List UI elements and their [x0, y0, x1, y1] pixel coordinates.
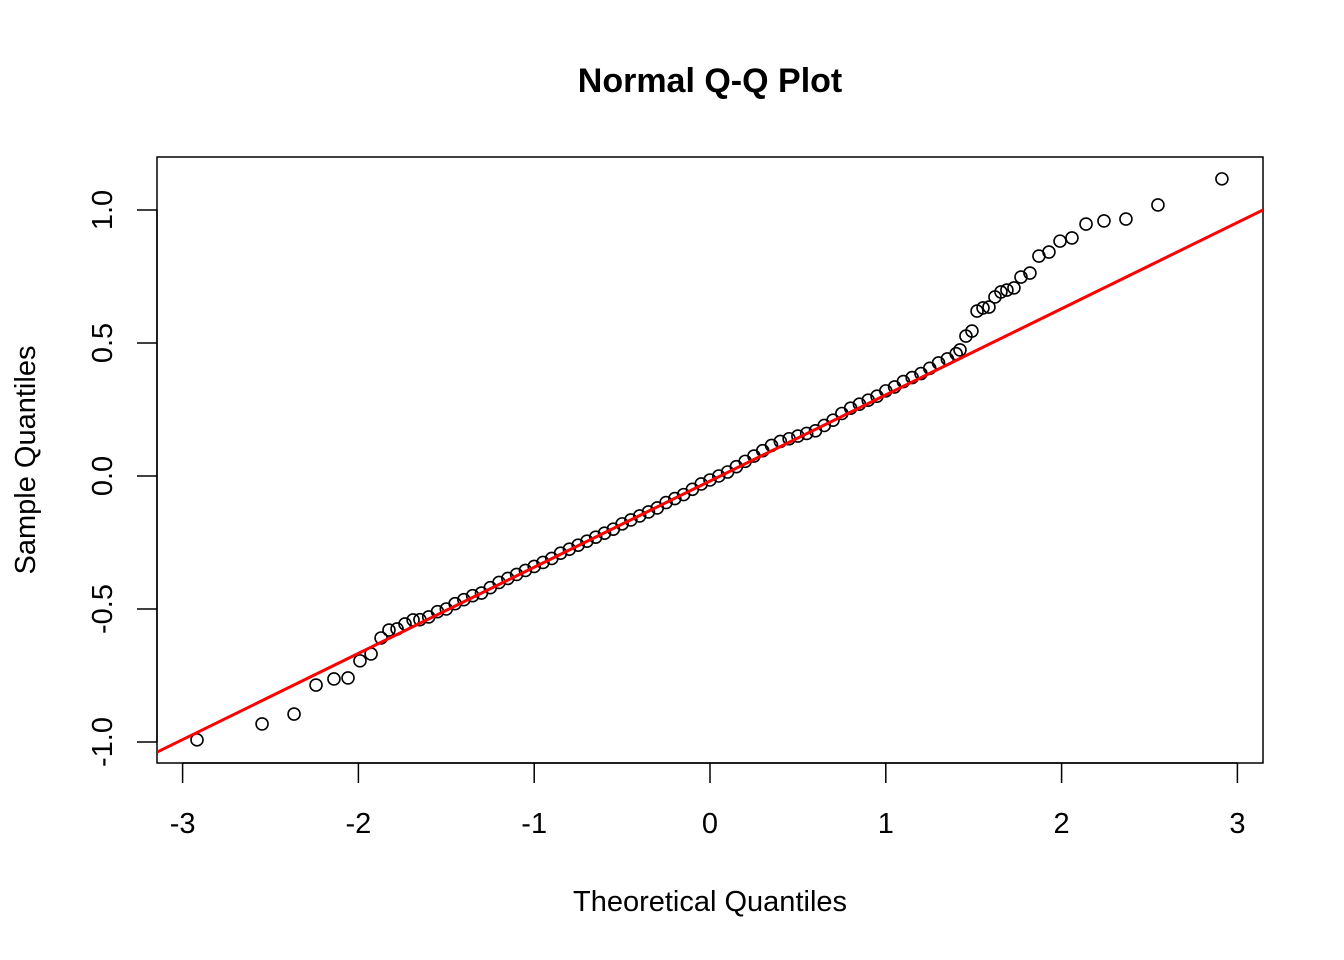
- data-point: [976, 301, 990, 315]
- data-point: [668, 491, 682, 506]
- data-point: [1215, 172, 1229, 186]
- data-point: [1119, 212, 1133, 226]
- data-point: [1079, 217, 1093, 231]
- data-point: [255, 717, 269, 731]
- data-point: [588, 530, 603, 544]
- data-points: [190, 172, 1229, 747]
- data-point: [518, 563, 533, 578]
- y-axis: -1.0 -0.5 0.0 0.5 1.0: [87, 190, 158, 767]
- x-tick-label: 2: [1054, 808, 1070, 840]
- data-point: [287, 707, 301, 721]
- data-point: [1042, 245, 1056, 259]
- data-point: [953, 343, 967, 357]
- y-axis-label: Sample Quantiles: [10, 346, 42, 575]
- x-tick-label: -1: [521, 808, 547, 840]
- chart-title: Normal Q-Q Plot: [578, 62, 842, 100]
- x-tick-label: -2: [346, 808, 372, 840]
- data-point: [703, 473, 717, 487]
- data-point: [597, 526, 612, 540]
- x-tick-label: 1: [878, 808, 894, 840]
- data-point: [553, 546, 568, 560]
- x-axis-label: Theoretical Quantiles: [573, 886, 847, 918]
- data-point: [309, 678, 323, 692]
- data-point: [341, 671, 355, 685]
- data-point: [327, 672, 341, 686]
- data-point: [965, 324, 979, 338]
- data-point: [1014, 270, 1028, 284]
- x-tick-label: 0: [702, 808, 718, 840]
- y-tick-label: 0.0: [87, 456, 119, 496]
- data-point: [1023, 266, 1037, 280]
- data-point: [527, 559, 542, 574]
- data-point: [1151, 198, 1165, 212]
- y-tick-label: 0.5: [87, 323, 119, 363]
- data-point: [659, 495, 673, 510]
- data-point: [580, 534, 594, 548]
- reference-line-group: [157, 208, 1263, 754]
- data-point: [1000, 283, 1014, 297]
- reference-line: [157, 208, 1263, 754]
- x-tick-label: 3: [1229, 808, 1245, 840]
- data-point: [641, 505, 656, 519]
- data-point: [1007, 281, 1021, 295]
- data-point: [624, 513, 638, 527]
- x-tick-label: -3: [170, 808, 196, 840]
- data-point: [536, 555, 550, 570]
- data-point: [994, 285, 1008, 299]
- y-tick-label: -0.5: [87, 584, 119, 634]
- data-point: [1065, 231, 1079, 245]
- x-axis: -3 -2 -1 0 1 2 3: [170, 762, 1245, 840]
- data-point: [632, 509, 647, 523]
- data-point: [615, 517, 629, 531]
- data-point: [382, 623, 396, 637]
- data-point: [982, 300, 996, 314]
- y-tick-label: -1.0: [87, 717, 119, 767]
- data-point: [711, 469, 726, 483]
- data-point: [799, 426, 814, 441]
- data-point: [1053, 234, 1067, 248]
- data-point: [571, 538, 585, 552]
- data-point: [826, 413, 840, 427]
- y-tick-label: 1.0: [87, 190, 119, 230]
- data-point: [1097, 214, 1111, 228]
- data-point: [562, 542, 577, 556]
- data-point: [353, 654, 367, 668]
